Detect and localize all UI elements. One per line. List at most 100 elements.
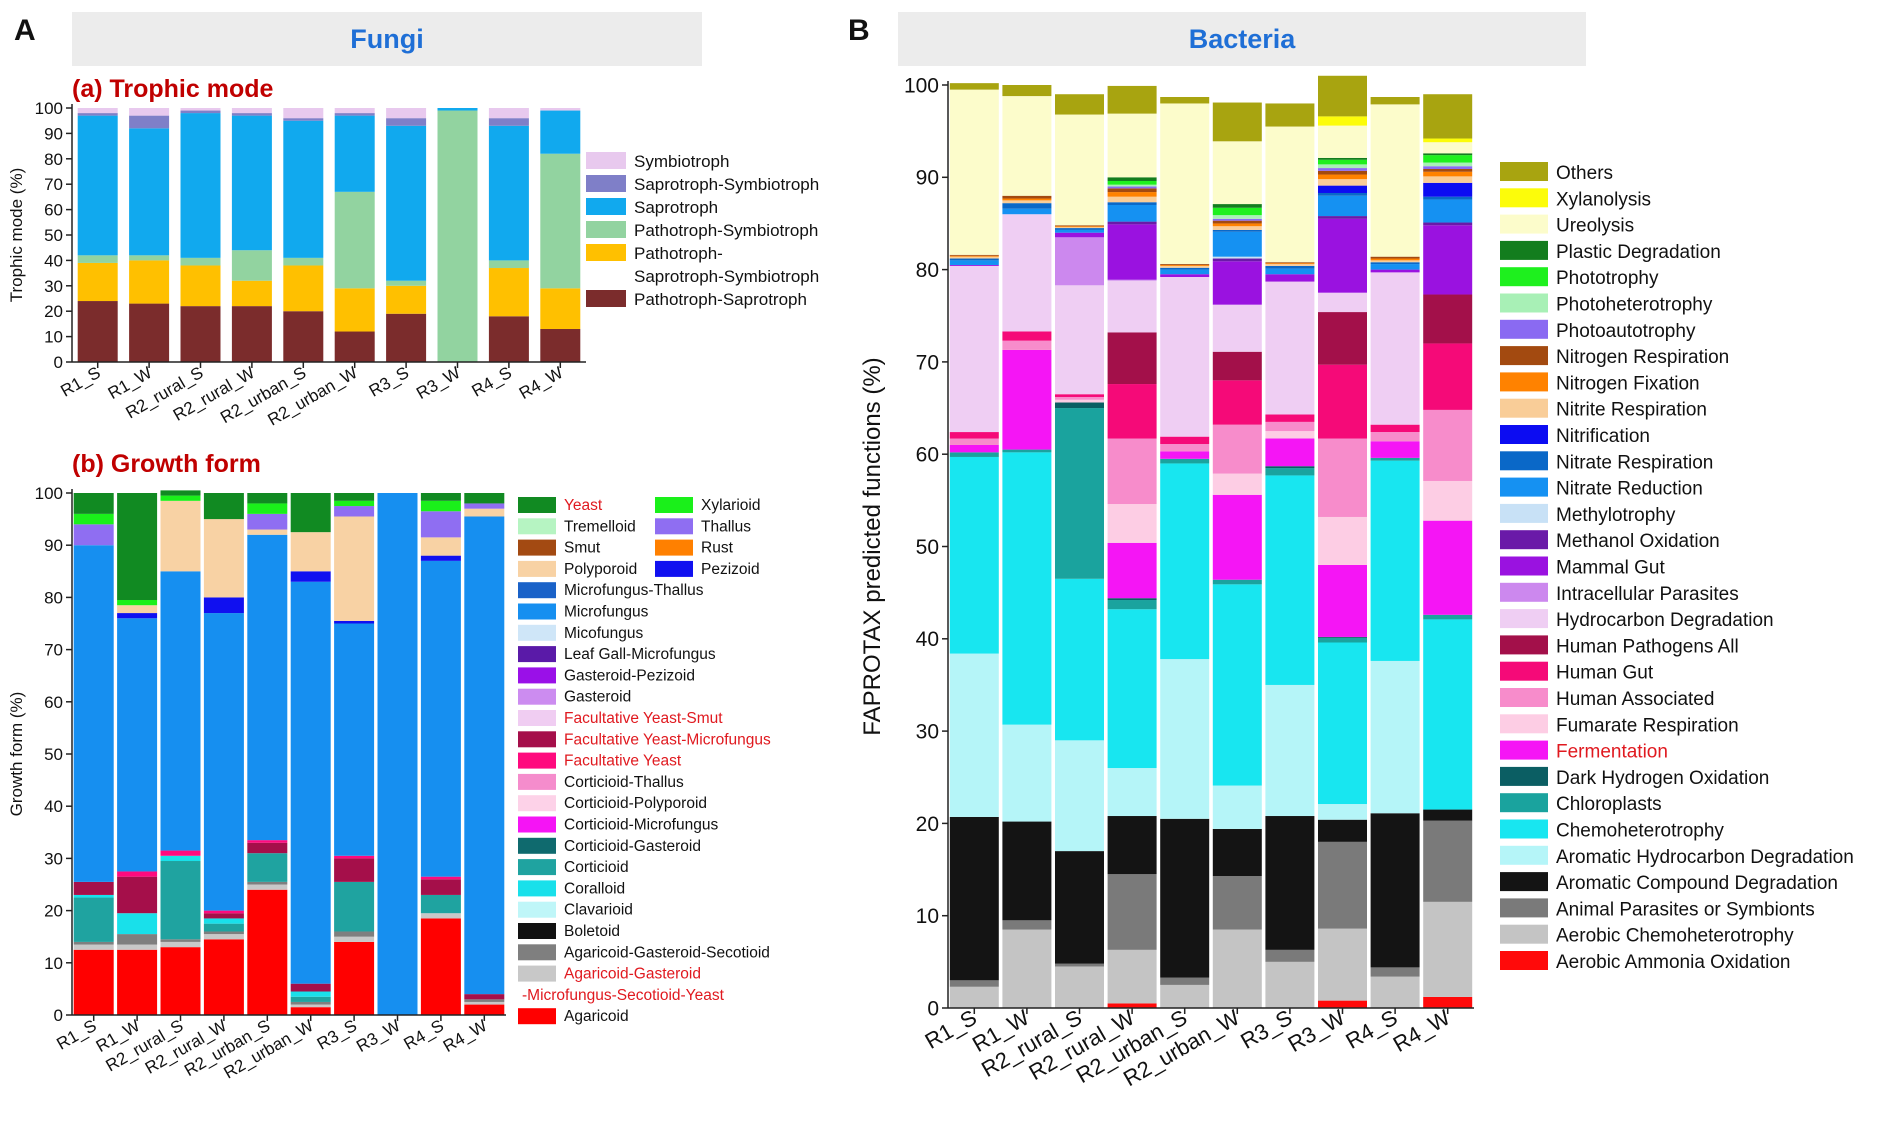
bar-trophic-r2-rural-w-saprotroph-symbiotroph [231, 113, 272, 116]
legend-label-faprotax-human-pathogens-all: Human Pathogens All [1556, 636, 1739, 657]
legend-swatch-faprotax-plastic-degradation [1500, 240, 1548, 260]
legend-label-faprotax-fermentation: Fermentation [1556, 742, 1668, 763]
bar-trophic-r4-w-saprotroph [540, 110, 581, 154]
bar-growth-r3-s-polyporoid [334, 516, 375, 621]
bar-trophic-r2-rural-s-pathotroph-saprotroph [180, 306, 221, 362]
bar-growth-r2-rural-w-agaricoid-gasteroid-microfungus-secotioid-yeast [203, 934, 244, 940]
legend-label-growth-corticioid-thallus: Corticioid-Thallus [564, 774, 684, 791]
bar-growth-r1-w-polyporoid [117, 605, 158, 614]
bar-growth-r2-urban-s-yeast [247, 493, 288, 504]
legend-swatch-faprotax-dark-hydrogen-oxidation [1500, 766, 1548, 786]
bar-faprotax-r4-w-animal-parasites-or-symbionts [1423, 820, 1473, 902]
trophic-ytick-label-80: 80 [44, 150, 63, 169]
legend-swatch-growth-yeast [518, 497, 556, 513]
bar-faprotax-r2-urban-s-human-gut [1160, 436, 1210, 445]
legend-label-faprotax-methanol-oxidation: Methanol Oxidation [1556, 531, 1720, 552]
bar-faprotax-r2-rural-s-nitrate-respiration [1055, 228, 1104, 230]
bar-faprotax-r2-urban-w-human-gut [1212, 380, 1262, 425]
bar-trophic-r2-urban-s-pathotroph-saprotroph-symbiotroph [283, 265, 324, 312]
bar-faprotax-r2-rural-w-chemoheterotrophy [1107, 609, 1157, 769]
growth-ytick-label-60: 60 [44, 693, 63, 712]
legend-swatch-faprotax-human-pathogens-all [1500, 635, 1548, 655]
bar-growth-r3-s-agaricoid-gasteroid-secotioid [334, 931, 375, 937]
bar-growth-r2-rural-w-microfungus [203, 613, 244, 911]
bar-faprotax-r1-w-human-gut [1002, 331, 1052, 341]
legend-label-growth-smut: Smut [564, 540, 601, 557]
bar-faprotax-r2-urban-s-nitrogen-respiration [1160, 264, 1210, 265]
growth-form-title: (b) Growth form [72, 450, 261, 478]
bar-growth-r4-s-pezizoid [420, 555, 461, 561]
legend-swatch-faprotax-aromatic-hydrocarbon-degradation [1500, 845, 1548, 865]
bar-faprotax-r2-urban-s-nitrate-respiration [1160, 267, 1210, 270]
bar-growth-r3-s-agaricoid [334, 941, 375, 1015]
bar-faprotax-r2-urban-w-aromatic-compound-degradation [1212, 828, 1262, 877]
legend-swatch-faprotax-aerobic-ammonia-oxidation [1500, 951, 1548, 970]
bar-faprotax-r3-w-fermentation [1318, 564, 1367, 637]
bar-trophic-r1-w-pathotroph-symbiotroph [129, 255, 170, 261]
legend-label-faprotax-aromatic-hydrocarbon-degradation: Aromatic Hydrocarbon Degradation [1556, 847, 1854, 868]
bar-faprotax-r1-w-aerobic-chemoheterotrophy [1002, 929, 1052, 1008]
bar-faprotax-r2-urban-s-aromatic-compound-degradation [1160, 818, 1210, 978]
faprotax-chart: 0102030405060708090100R1_SR1_WR2_rural_S… [859, 74, 1854, 1091]
growth-ytick-label-50: 50 [44, 745, 63, 764]
bar-growth-r4-w-agaricoid-gasteroid-microfungus-secotioid-yeast [464, 1001, 505, 1005]
bar-growth-r2-urban-s-facultative-yeast [247, 840, 288, 843]
bar-faprotax-r4-w-chloroplasts [1423, 614, 1473, 620]
bar-faprotax-r4-s-animal-parasites-or-symbionts [1370, 967, 1420, 977]
bar-growth-r4-s-xylarioid [420, 500, 461, 512]
growth-ytick-label-80: 80 [44, 588, 63, 607]
legend-swatch-faprotax-fermentation [1500, 740, 1548, 760]
faprotax-ytick-label-80: 80 [916, 259, 939, 282]
legend-label-faprotax-chemoheterotrophy: Chemoheterotrophy [1556, 821, 1724, 842]
bar-faprotax-r1-s-aromatic-compound-degradation [949, 816, 999, 981]
bar-trophic-r2-rural-s-pathotroph-saprotroph-symbiotroph [180, 265, 221, 307]
bar-faprotax-r4-w-photoautotrophy [1423, 166, 1473, 169]
bar-faprotax-r3-w-xylanolysis [1318, 116, 1367, 126]
bar-faprotax-r2-rural-w-others [1107, 85, 1157, 114]
faprotax-ytick-label-100: 100 [904, 74, 939, 97]
bar-growth-r4-s-facultative-yeast [420, 876, 461, 880]
trophic-category-label-r4-w: R4_W [516, 363, 566, 403]
bar-faprotax-r2-rural-s-chloroplasts [1055, 408, 1104, 579]
legend-swatch-growth-agaricoid-gasteroid-secotioid [518, 944, 556, 961]
bar-trophic-r2-rural-s-pathotroph-symbiotroph [180, 257, 221, 266]
bar-growth-r2-rural-s-agaricoid-gasteroid-secotioid [160, 939, 201, 942]
legend-swatch-growth-coralloid [518, 880, 556, 897]
bar-faprotax-r1-w-chloroplasts [1002, 449, 1052, 453]
bar-faprotax-r3-w-phototrophy [1318, 159, 1367, 165]
bar-faprotax-r2-urban-s-nitrate-reduction [1160, 269, 1210, 275]
bar-growth-r2-rural-w-polyporoid [203, 519, 244, 598]
legend-label-growth-pezizoid: Pezizoid [701, 561, 760, 578]
bar-faprotax-r3-s-dark-hydrogen-oxidation [1265, 466, 1315, 469]
bar-growth-r2-urban-w-agaricoid [290, 1007, 331, 1015]
bar-faprotax-r2-urban-s-hydrocarbon-degradation [1160, 276, 1210, 437]
bar-faprotax-r1-w-aromatic-hydrocarbon-degradation [1002, 724, 1052, 822]
bar-growth-r2-urban-s-agaricoid [247, 889, 288, 1015]
bar-trophic-r4-w-pathotroph-saprotroph-symbiotroph [540, 288, 581, 329]
bar-faprotax-r2-urban-w-ureolysis [1212, 141, 1262, 205]
bar-faprotax-r3-s-nitrite-respiration [1265, 264, 1315, 266]
bar-faprotax-r3-s-ureolysis [1265, 126, 1315, 263]
bar-growth-r2-rural-w-facultative-yeast [203, 910, 244, 914]
legend-label-faprotax-nitrogen-fixation: Nitrogen Fixation [1556, 373, 1700, 394]
bar-faprotax-r2-rural-s-nitrogen-fixation [1055, 226, 1104, 228]
bar-faprotax-r2-urban-s-animal-parasites-or-symbionts [1160, 977, 1210, 985]
faprotax-ytick-label-10: 10 [916, 905, 939, 928]
bar-growth-r1-w-facultative-yeast-microfungus [117, 876, 158, 914]
legend-label-faprotax-aromatic-compound-degradation: Aromatic Compound Degradation [1556, 873, 1838, 894]
bar-growth-r1-s-xylarioid [73, 513, 114, 525]
growth-category-label-r3-s: R3_S [314, 1016, 360, 1054]
legend-swatch-faprotax-nitrate-reduction [1500, 477, 1548, 497]
bar-faprotax-r3-w-chloroplasts [1318, 637, 1367, 643]
bar-faprotax-r2-urban-w-phototrophy [1212, 207, 1262, 216]
bar-growth-r4-w-facultative-yeast-microfungus [464, 994, 505, 1000]
bar-faprotax-r3-w-others [1318, 75, 1367, 117]
bar-trophic-r4-s-pathotroph-symbiotroph [488, 260, 529, 269]
bar-growth-r2-urban-s-polyporoid [247, 529, 288, 535]
bar-faprotax-r2-urban-w-human-associated [1212, 424, 1262, 474]
trophic-ytick-label-70: 70 [44, 175, 63, 194]
bar-faprotax-r4-s-mammal-gut [1370, 269, 1420, 273]
bar-faprotax-r2-rural-s-ureolysis [1055, 114, 1104, 226]
legend-swatch-trophic-saprotroph [586, 198, 626, 215]
